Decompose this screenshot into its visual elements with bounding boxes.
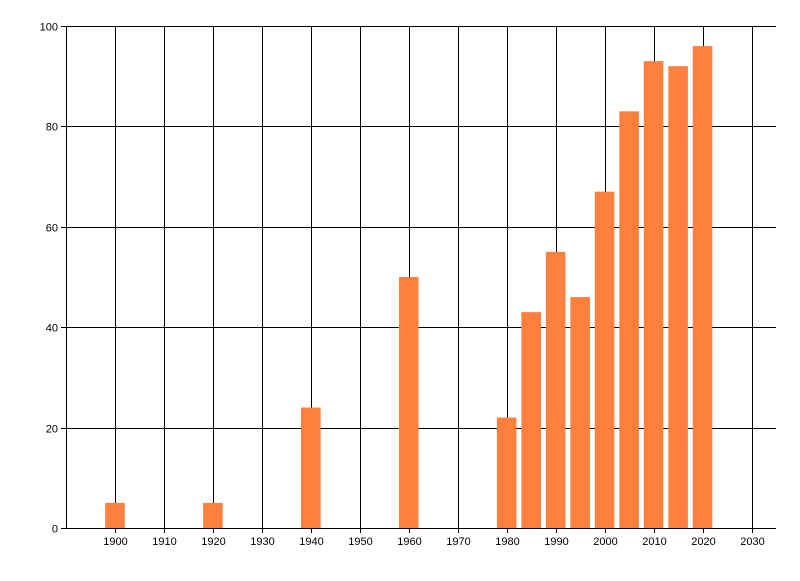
y-tick-label: 40: [46, 323, 58, 335]
x-tick-label: 1930: [250, 536, 274, 548]
bar-2000: [594, 191, 615, 528]
x-tick-label: 2020: [691, 536, 715, 548]
y-tick-label: 60: [46, 223, 58, 235]
bar-1985: [521, 312, 541, 528]
x-tick-label: 2030: [740, 536, 764, 548]
x-tick-label: 1960: [397, 536, 421, 548]
bar-1960: [398, 277, 419, 528]
x-tick-label: 2010: [642, 536, 666, 548]
bar-1980: [496, 417, 517, 528]
x-tick-label: 1910: [152, 536, 176, 548]
x-tick-label: 1900: [103, 536, 127, 548]
bar-2020: [692, 46, 713, 528]
y-tick-label: 100: [40, 22, 58, 34]
y-tick-label: 80: [46, 122, 58, 134]
x-tick-label: 1990: [544, 536, 568, 548]
bar-1920: [203, 502, 223, 528]
bar-2005: [619, 111, 639, 528]
x-tick-labels: 1900 1910 1920 1930 1940 1950 1960 1970 1980 1990…: [103, 536, 764, 548]
x-tick-label: 2000: [593, 536, 617, 548]
bar-1900: [105, 502, 125, 528]
y-tick-label: 20: [46, 424, 58, 436]
bar-2010: [643, 61, 664, 528]
bars: [105, 46, 713, 528]
y-tick-labels: 0 20 40 60 80 100: [40, 22, 58, 536]
x-tick-label: 1940: [299, 536, 323, 548]
bar-1940: [301, 407, 321, 528]
x-tick-label: 1950: [348, 536, 372, 548]
x-tick-label: 1920: [201, 536, 225, 548]
axes: [61, 26, 776, 533]
bar-1995: [570, 297, 590, 528]
x-tick-label: 1980: [495, 536, 519, 548]
bar-1990: [545, 251, 566, 528]
x-tick-label: 1970: [446, 536, 470, 548]
bar-2015: [668, 66, 688, 528]
y-tick-label: 0: [52, 524, 58, 536]
